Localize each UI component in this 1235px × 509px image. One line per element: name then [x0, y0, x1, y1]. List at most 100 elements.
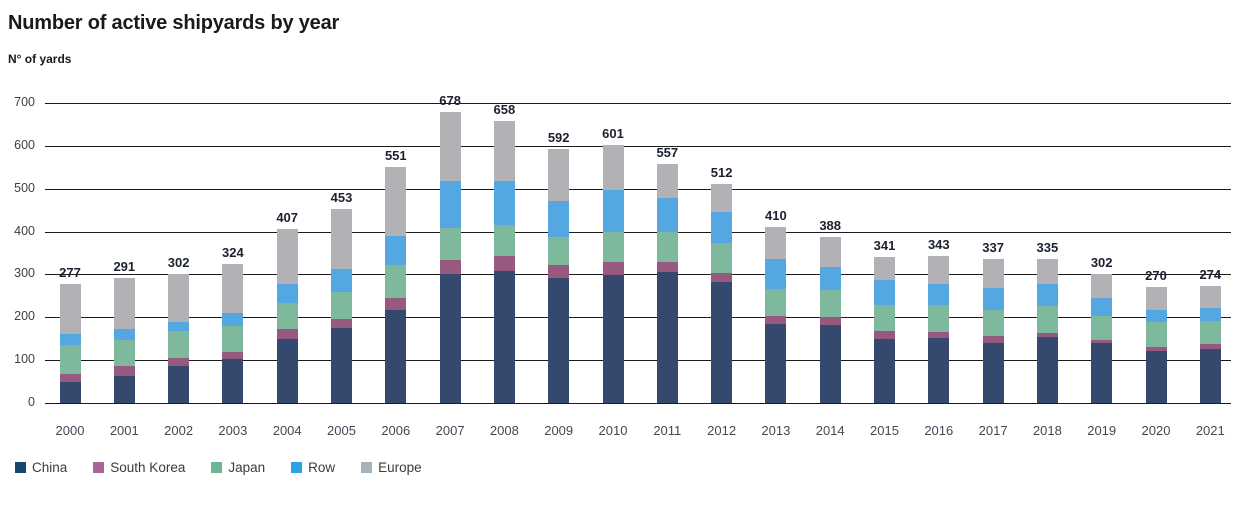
gridline-y-700 — [45, 103, 1231, 104]
bar-segment-row — [982, 288, 1004, 310]
x-tick-label: 2020 — [1141, 423, 1171, 438]
bar-segment-china — [874, 339, 895, 403]
bar-segment-south-korea — [168, 357, 190, 366]
bar-segment-row — [59, 333, 81, 345]
legend-swatch-icon — [291, 462, 303, 473]
bar-segment-south-korea — [711, 272, 733, 282]
bar-total-label: 551 — [384, 147, 407, 163]
bar-segment-japan — [385, 265, 407, 299]
bar-total-label: 407 — [276, 209, 299, 225]
bar-total-label: 277 — [59, 265, 81, 281]
bar-segment-japan — [819, 290, 841, 318]
bar-segment-europe — [602, 145, 624, 190]
bar-total-label: 270 — [1145, 268, 1167, 284]
bar-2004 — [276, 228, 298, 403]
bar-segment-south-korea — [439, 260, 461, 275]
legend-swatch-icon — [211, 462, 223, 473]
bar-total-label: 592 — [547, 130, 570, 146]
bar-segment-south-korea — [1091, 339, 1113, 344]
bar-segment-row — [711, 211, 733, 243]
bar-2019 — [1091, 273, 1113, 403]
bar-segment-south-korea — [982, 335, 1004, 343]
bar-segment-south-korea — [765, 315, 787, 325]
legend-item-china: China — [15, 460, 67, 475]
y-tick-label: 400 — [14, 223, 35, 238]
bar-2013 — [765, 227, 787, 403]
bar-segment-south-korea — [1145, 346, 1167, 352]
legend-label: Japan — [228, 460, 266, 475]
x-tick-label: 2006 — [381, 423, 411, 438]
chart-title: Number of active shipyards by year — [8, 12, 340, 34]
y-tick-label: 0 — [28, 395, 35, 409]
bar-segment-china — [711, 281, 733, 403]
bar-segment-china — [439, 274, 461, 403]
gridline-y-400 — [45, 231, 1231, 233]
bar-segment-row — [222, 312, 244, 326]
legend-label: Row — [308, 460, 336, 475]
legend-item-south-korea: South Korea — [93, 460, 185, 475]
legend-label: South Korea — [110, 460, 186, 475]
bar-segment-row — [168, 321, 190, 332]
bar-segment-china — [548, 277, 570, 403]
bar-segment-row — [1036, 283, 1058, 307]
bar-segment-china — [331, 327, 352, 403]
bar-segment-south-korea — [819, 317, 841, 325]
bar-segment-china — [1091, 343, 1113, 403]
x-tick-label: 2000 — [55, 423, 85, 438]
bar-segment-row — [1199, 308, 1221, 321]
bar-segment-japan — [1091, 315, 1113, 340]
bar-segment-row — [819, 266, 841, 291]
bar-total-label: 343 — [927, 237, 950, 252]
bar-segment-europe — [711, 183, 733, 212]
y-tick-label: 300 — [14, 266, 35, 281]
bar-segment-japan — [928, 304, 950, 332]
bar-segment-japan — [439, 228, 461, 261]
bar-2018 — [1036, 259, 1058, 403]
bar-segment-china — [276, 338, 298, 403]
bar-total-label: 601 — [602, 126, 624, 142]
bar-segment-row — [331, 268, 352, 292]
bar-segment-row — [493, 181, 515, 226]
bar-segment-europe — [656, 164, 678, 199]
bar-segment-europe — [548, 149, 570, 201]
x-tick-label: 2013 — [761, 423, 791, 438]
y-tick-label: 200 — [14, 309, 35, 324]
x-tick-label: 2016 — [924, 423, 954, 438]
bar-segment-china — [385, 309, 407, 403]
bar-segment-china — [59, 382, 81, 403]
legend-swatch-icon — [361, 462, 373, 473]
bar-2010 — [602, 145, 624, 403]
bar-segment-europe — [819, 236, 841, 267]
bar-segment-japan — [1036, 306, 1058, 333]
x-tick-label: 2011 — [653, 423, 682, 438]
x-tick-label: 2015 — [870, 423, 899, 438]
bar-segment-europe — [1199, 285, 1221, 309]
bar-segment-south-korea — [548, 264, 570, 278]
x-tick-label: 2007 — [435, 423, 465, 438]
bar-total-label: 291 — [113, 259, 136, 275]
bar-segment-japan — [276, 302, 298, 330]
bar-total-label: 453 — [330, 189, 353, 205]
bar-total-label: 324 — [222, 245, 244, 261]
bar-segment-japan — [765, 288, 787, 316]
bar-2002 — [168, 273, 190, 403]
bar-segment-south-korea — [113, 366, 135, 376]
x-tick-label: 2008 — [489, 423, 519, 438]
bar-segment-europe — [874, 256, 895, 280]
bar-segment-china — [602, 274, 624, 403]
bar-segment-europe — [1091, 273, 1113, 298]
bar-segment-row — [385, 236, 407, 266]
bar-segment-japan — [982, 309, 1004, 336]
bar-total-label: 302 — [1090, 254, 1113, 270]
bar-segment-japan — [168, 331, 190, 358]
bar-2020 — [1145, 287, 1167, 403]
bar-segment-row — [113, 328, 135, 341]
legend-item-japan: Japan — [211, 460, 265, 475]
bar-2003 — [222, 264, 244, 403]
bar-total-label: 335 — [1036, 240, 1059, 256]
x-tick-label: 2010 — [598, 423, 628, 438]
y-tick-label: 600 — [14, 137, 35, 152]
gridline-y-100 — [45, 360, 1231, 362]
x-tick-label: 2002 — [164, 423, 194, 438]
legend-item-europe: Europe — [361, 460, 422, 475]
